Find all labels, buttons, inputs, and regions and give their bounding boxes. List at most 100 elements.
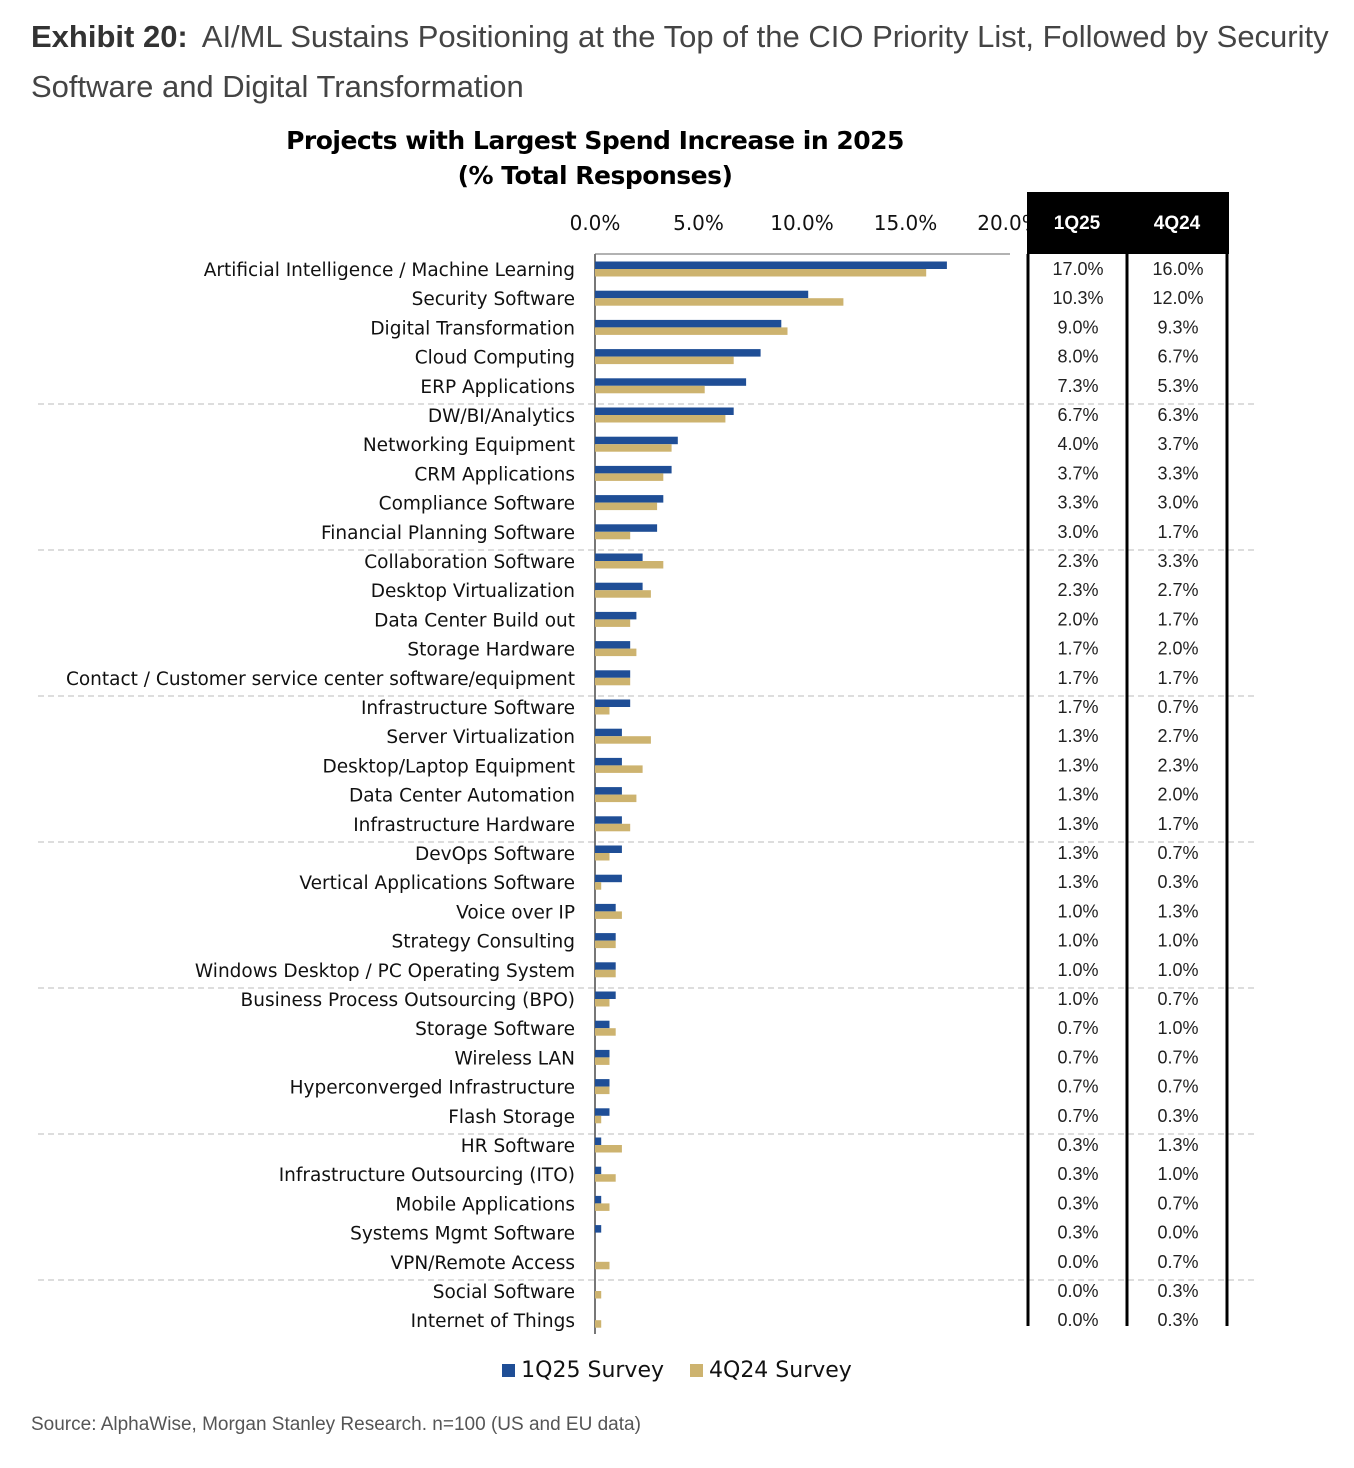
- bar-1q25: [595, 1137, 602, 1145]
- table-cell-1q25: 1.0%: [1057, 960, 1098, 980]
- table-cell-1q25: 9.0%: [1057, 317, 1098, 337]
- bar-4q24: [595, 473, 664, 481]
- bar-4q24: [595, 269, 927, 277]
- bar-1q25: [595, 787, 622, 795]
- table-cell-1q25: 1.3%: [1057, 814, 1098, 834]
- table-cell-4q24: 0.7%: [1157, 843, 1198, 863]
- bar-1q25: [595, 1079, 610, 1087]
- bar-1q25: [595, 319, 782, 328]
- table-cell-4q24: 3.0%: [1157, 493, 1198, 513]
- bar-4q24: [595, 561, 664, 569]
- category-label: Business Process Outsourcing (BPO): [241, 990, 575, 1011]
- table-cell-1q25: 0.7%: [1057, 1106, 1098, 1126]
- bar-1q25: [595, 611, 637, 620]
- bar-4q24: [595, 1203, 610, 1211]
- bar-4q24: [595, 1145, 622, 1153]
- table-cell-4q24: 1.7%: [1157, 814, 1198, 834]
- table-cell-4q24: 9.3%: [1157, 317, 1198, 337]
- table-header-background: [1027, 192, 1229, 254]
- bar-4q24: [595, 765, 643, 773]
- bar-4q24: [595, 298, 844, 306]
- bar-4q24: [595, 707, 610, 715]
- bar-1q25: [595, 1166, 602, 1175]
- bar-1q25: [595, 407, 734, 415]
- table-cell-1q25: 0.3%: [1057, 1223, 1098, 1243]
- bar-4q24: [595, 619, 631, 627]
- bar-4q24: [595, 1291, 602, 1299]
- bar-1q25: [595, 903, 616, 912]
- bar-1q25: [595, 524, 658, 532]
- legend-label-1q25: 1Q25 Survey: [521, 1358, 664, 1383]
- table-cell-4q24: 0.3%: [1157, 1310, 1198, 1330]
- table-cell-4q24: 2.0%: [1157, 785, 1198, 805]
- table-cell-1q25: 0.7%: [1057, 1077, 1098, 1097]
- category-label: CRM Applications: [414, 464, 575, 485]
- table-cell-4q24: 2.3%: [1157, 755, 1198, 775]
- table-cell-1q25: 1.0%: [1057, 931, 1098, 951]
- table-cell-1q25: 1.7%: [1057, 668, 1098, 688]
- category-label: Infrastructure Hardware: [353, 815, 575, 836]
- category-label: Infrastructure Software: [361, 698, 575, 719]
- category-label: Storage Hardware: [407, 640, 575, 661]
- category-label: Cloud Computing: [415, 348, 575, 369]
- table-cell-1q25: 0.0%: [1057, 1252, 1098, 1272]
- category-label: Data Center Build out: [374, 610, 575, 631]
- category-label: DevOps Software: [415, 844, 575, 865]
- bar-4q24: [595, 736, 651, 744]
- table-cell-1q25: 0.3%: [1057, 1164, 1098, 1184]
- x-tick-label: 5.0%: [673, 211, 724, 235]
- table-cell-4q24: 1.7%: [1157, 609, 1198, 629]
- table-cell-1q25: 0.0%: [1057, 1310, 1098, 1330]
- category-label: Infrastructure Outsourcing (ITO): [279, 1165, 575, 1186]
- table-cell-4q24: 2.7%: [1157, 580, 1198, 600]
- bar-4q24: [595, 531, 631, 540]
- table-cell-4q24: 1.0%: [1157, 1018, 1198, 1038]
- bar-1q25: [595, 1020, 610, 1029]
- bar-1q25: [595, 991, 616, 999]
- category-label: DW/BI/Analytics: [428, 406, 575, 427]
- category-label: Hyperconverged Infrastructure: [290, 1078, 575, 1099]
- table-header-4q24: 4Q24: [1154, 213, 1201, 234]
- table-cell-4q24: 0.0%: [1157, 1223, 1198, 1243]
- bar-4q24: [595, 502, 658, 511]
- table-cell-4q24: 1.0%: [1157, 960, 1198, 980]
- table-cell-4q24: 1.7%: [1157, 668, 1198, 688]
- bar-1q25: [595, 728, 622, 737]
- table-cell-4q24: 3.3%: [1157, 463, 1198, 483]
- bar-4q24: [595, 385, 705, 394]
- table-cell-4q24: 2.7%: [1157, 726, 1198, 746]
- legend-swatch-1q25: [502, 1364, 516, 1377]
- bar-4q24: [595, 444, 672, 452]
- legend-swatch-4q24: [690, 1364, 703, 1377]
- category-label: HR Software: [461, 1136, 575, 1157]
- bar-4q24: [595, 1115, 602, 1124]
- bar-1q25: [595, 495, 664, 503]
- table-cell-1q25: 4.0%: [1057, 434, 1098, 454]
- bar-4q24: [595, 1086, 610, 1095]
- category-label: Financial Planning Software: [321, 523, 575, 544]
- bar-4q24: [595, 1320, 602, 1328]
- table-cell-4q24: 3.3%: [1157, 551, 1198, 571]
- bar-4q24: [595, 1057, 610, 1065]
- bar-1q25: [595, 553, 643, 561]
- table-cell-4q24: 5.3%: [1157, 376, 1198, 396]
- table-cell-4q24: 1.7%: [1157, 522, 1198, 542]
- table-cell-1q25: 0.7%: [1057, 1018, 1098, 1038]
- table-header-1q25: 1Q25: [1054, 213, 1101, 234]
- table-cell-4q24: 1.0%: [1157, 931, 1198, 951]
- bar-4q24: [595, 1174, 616, 1182]
- bar-1q25: [595, 962, 616, 970]
- bar-4q24: [595, 911, 622, 919]
- bar-4q24: [595, 327, 788, 335]
- category-label: Social Software: [433, 1282, 575, 1303]
- bar-4q24: [595, 823, 631, 832]
- bar-4q24: [595, 648, 637, 657]
- table-cell-4q24: 6.3%: [1157, 405, 1198, 425]
- table-cell-4q24: 1.3%: [1157, 901, 1198, 921]
- category-label: Artificial Intelligence / Machine Learni…: [204, 260, 575, 281]
- category-label: Digital Transformation: [370, 318, 575, 339]
- category-label: Wireless LAN: [454, 1048, 575, 1069]
- table-cell-4q24: 3.7%: [1157, 434, 1198, 454]
- category-label: Collaboration Software: [364, 552, 575, 573]
- x-tick-label: 10.0%: [770, 211, 834, 235]
